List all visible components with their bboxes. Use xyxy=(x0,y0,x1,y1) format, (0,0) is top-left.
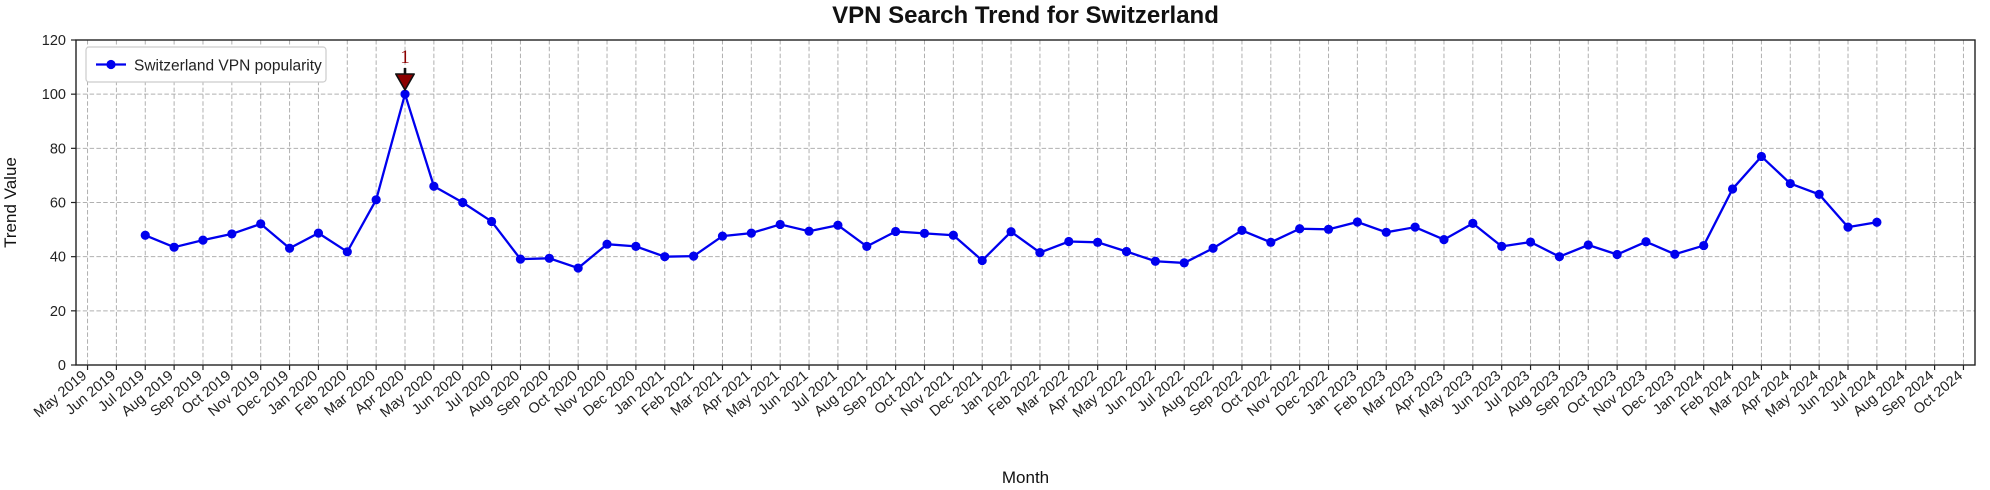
svg-text:60: 60 xyxy=(50,196,66,212)
svg-text:Month: Month xyxy=(1002,468,1049,487)
svg-text:0: 0 xyxy=(58,358,66,374)
svg-text:1: 1 xyxy=(400,47,410,68)
svg-text:120: 120 xyxy=(42,33,66,49)
svg-text:VPN Search Trend for Switzerla: VPN Search Trend for Switzerland xyxy=(832,2,1219,29)
svg-text:40: 40 xyxy=(50,250,66,266)
svg-text:100: 100 xyxy=(42,87,66,103)
svg-text:80: 80 xyxy=(50,141,66,157)
svg-text:Switzerland VPN popularity: Switzerland VPN popularity xyxy=(134,58,322,75)
svg-text:20: 20 xyxy=(50,304,66,320)
svg-text:Trend Value: Trend Value xyxy=(1,157,20,248)
